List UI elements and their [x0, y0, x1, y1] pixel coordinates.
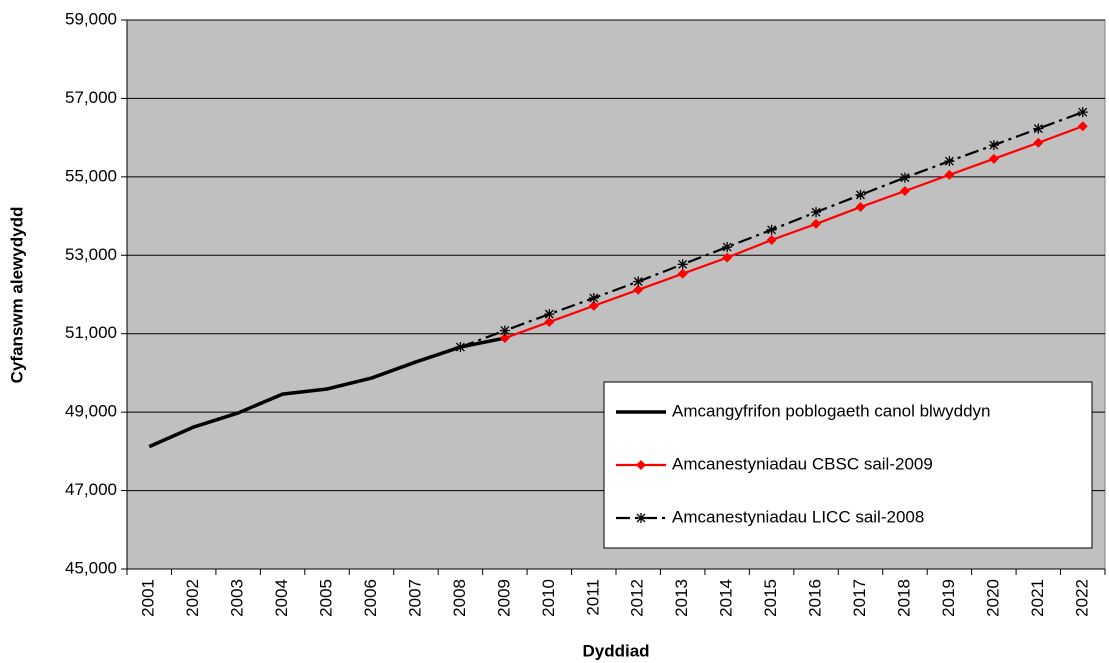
x-tick-label: 2020	[983, 579, 1002, 617]
y-tick-label: 45,000	[65, 558, 117, 577]
marker	[544, 316, 555, 327]
marker	[499, 325, 510, 336]
x-tick-label: 2022	[1072, 579, 1091, 617]
marker	[1033, 137, 1044, 148]
x-tick-label: 2021	[1028, 579, 1047, 617]
marker	[855, 189, 866, 200]
marker	[722, 242, 733, 253]
marker	[899, 185, 910, 196]
series-line	[504, 125, 1084, 340]
x-tick-label: 2018	[894, 579, 913, 617]
marker	[766, 234, 777, 245]
y-tick-label: 53,000	[65, 245, 117, 264]
y-tick-label: 51,000	[65, 323, 117, 342]
marker	[1077, 107, 1088, 118]
marker	[636, 460, 646, 470]
marker	[811, 207, 822, 218]
y-axis-title: Cyfanswm alewydydd	[7, 207, 26, 384]
series-line	[148, 336, 506, 449]
marker	[588, 293, 599, 304]
legend-label: Amcanestyniadau CBSC sail-2009	[672, 454, 933, 473]
marker	[944, 156, 955, 167]
y-tick-label: 59,000	[65, 9, 117, 28]
x-tick-label: 2006	[361, 579, 380, 617]
legend-label: Amcangyfrifon poblogaeth canol blwyddyn	[672, 401, 990, 420]
marker	[766, 224, 777, 235]
marker	[988, 140, 999, 151]
x-tick-label: 2017	[850, 579, 869, 617]
marker	[636, 513, 646, 523]
marker	[677, 268, 688, 279]
x-tick-label: 2003	[228, 579, 247, 617]
x-tick-label: 2005	[317, 579, 336, 617]
marker	[722, 252, 733, 263]
x-tick-label: 2019	[939, 579, 958, 617]
marker	[899, 172, 910, 183]
marker	[499, 333, 510, 344]
x-tick-label: 2014	[717, 579, 736, 617]
y-tick-label: 55,000	[65, 166, 117, 185]
x-tick-label: 2011	[583, 579, 602, 616]
x-tick-label: 2016	[806, 579, 825, 617]
marker	[588, 300, 599, 311]
marker	[988, 153, 999, 164]
y-tick-label: 49,000	[65, 402, 117, 421]
x-tick-label: 2007	[405, 579, 424, 617]
x-tick-label: 2002	[183, 579, 202, 617]
x-tick-label: 2004	[272, 579, 291, 617]
marker	[633, 284, 644, 295]
legend-box	[603, 381, 1093, 549]
marker	[1077, 121, 1088, 132]
x-tick-label: 2013	[672, 579, 691, 617]
marker	[944, 169, 955, 180]
marker	[811, 218, 822, 229]
marker	[1033, 123, 1044, 134]
marker	[677, 259, 688, 270]
legend: Amcangyfrifon poblogaeth canol blwyddyn A…	[603, 381, 1093, 549]
x-tick-label: 2009	[494, 579, 513, 617]
marker	[544, 309, 555, 320]
x-axis-title: Dyddiad	[582, 641, 649, 660]
legend-label: Amcanestyniadau LICC sail-2008	[672, 507, 924, 526]
marker	[855, 202, 866, 213]
x-tick-label: 2008	[450, 579, 469, 617]
x-tick-label: 2015	[761, 579, 780, 617]
x-tick-label: 2010	[539, 579, 558, 617]
x-tick-label: 2012	[628, 579, 647, 617]
marker	[455, 342, 466, 353]
y-tick-label: 47,000	[65, 480, 117, 499]
y-tick-label: 57,000	[65, 88, 117, 107]
x-tick-label: 2001	[139, 579, 158, 617]
marker	[633, 276, 644, 287]
